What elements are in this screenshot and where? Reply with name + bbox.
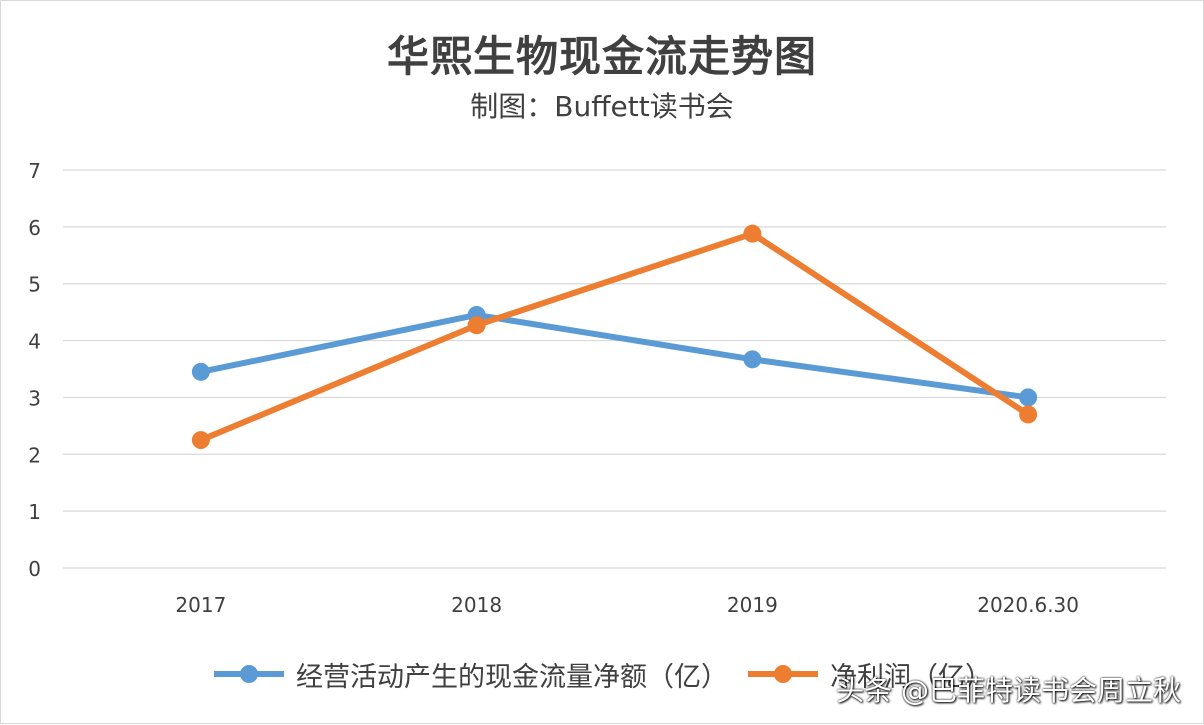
legend-item-cashflow: 经营活动产生的现金流量净额（亿） (212, 655, 728, 694)
series-line-1 (197, 230, 1032, 444)
legend-label-cashflow: 经营活动产生的现金流量净额（亿） (296, 661, 728, 693)
y-tick-label: 7 (28, 159, 41, 183)
y-tick-label: 4 (28, 330, 41, 354)
y-tick-label: 0 (28, 557, 41, 581)
y-tick-label: 3 (28, 386, 41, 410)
data-point-series0-0 (191, 362, 210, 381)
data-point-series0-2 (743, 350, 762, 369)
legend-label-net-profit: 净利润（亿） (830, 661, 992, 693)
chart-title: 华熙生物现金流走势图 (386, 32, 817, 81)
y-tick-label: 6 (28, 216, 41, 240)
legend-item-net-profit: 净利润（亿） (746, 655, 992, 694)
x-tick-label: 2020.6.30 (977, 593, 1079, 617)
data-point-series1-0 (191, 431, 210, 450)
x-tick-label: 2017 (175, 593, 226, 617)
data-point-series1-3 (1019, 405, 1038, 424)
y-tick-label: 2 (28, 443, 41, 467)
legend-marker-net-profit (748, 665, 818, 683)
y-tick-label: 5 (28, 273, 41, 297)
data-point-series0-3 (1019, 388, 1038, 407)
data-point-series1-1 (467, 316, 486, 335)
data-point-series1-2 (743, 224, 762, 243)
chart-subtitle: 制图：Buffett读书会 (470, 90, 734, 123)
x-tick-label: 2019 (727, 593, 778, 617)
legend-marker-cashflow (214, 665, 284, 683)
y-tick-label: 1 (28, 500, 41, 524)
legend: 经营活动产生的现金流量净额（亿） 净利润（亿） (1, 651, 1203, 697)
watermark: 头条 @巴菲特读书会周立秋 (836, 674, 1181, 707)
series-line-0 (197, 311, 1032, 401)
x-tick-label: 2018 (451, 593, 502, 617)
